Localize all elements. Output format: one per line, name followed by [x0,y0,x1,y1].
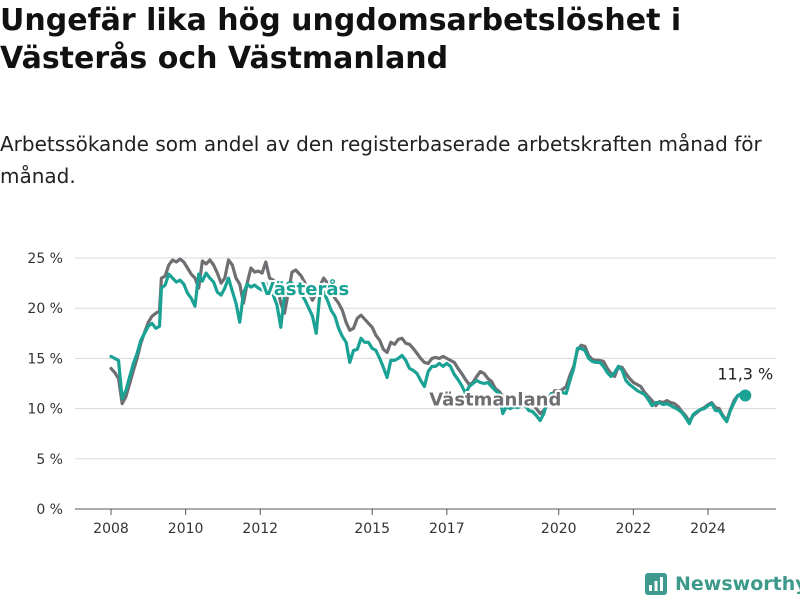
series-line-v-stmanland [109,257,747,424]
y-axis: 0 % 5 % 10 % 15 % 20 % 25 % [27,251,63,518]
y-tick-label: 0 % [36,502,63,518]
brand-logo[interactable]: Newsworthy [645,569,800,599]
y-tick-label: 25 % [27,251,63,267]
x-axis: 2008 2010 2012 2015 2017 2020 2022 2024 [93,509,726,537]
y-tick-label: 20 % [27,301,63,317]
end-value-marker [739,389,752,402]
series-label: Västmanland [429,390,561,411]
y-tick-label: 10 % [27,402,63,418]
y-tick-label: 5 % [36,452,63,468]
x-tick-label: 2008 [93,521,129,537]
chart-title: Ungefär lika hög ungdomsarbetslöshet i V… [0,3,682,76]
y-tick-label: 15 % [27,351,63,367]
x-tick-label: 2020 [541,521,577,537]
series-line-v-ster-s [109,271,747,426]
x-tick-label: 2010 [168,521,204,537]
bar-chart-icon [645,573,667,595]
end-value-label: 11,3 % [717,365,773,384]
x-tick-label: 2024 [690,521,726,537]
x-tick-label: 2012 [242,521,278,537]
brand-label: Newsworthy [675,573,800,595]
chart-subtitle: Arbetssökande som andel av den registerb… [0,132,762,188]
x-tick-label: 2022 [616,521,652,537]
series-lines [109,257,747,426]
series-labels: Västerås Västmanland 11,3 % [259,276,773,412]
x-tick-label: 2015 [354,521,390,537]
x-tick-label: 2017 [429,521,465,537]
series-label: Västerås [261,278,349,300]
gridlines [75,257,776,510]
